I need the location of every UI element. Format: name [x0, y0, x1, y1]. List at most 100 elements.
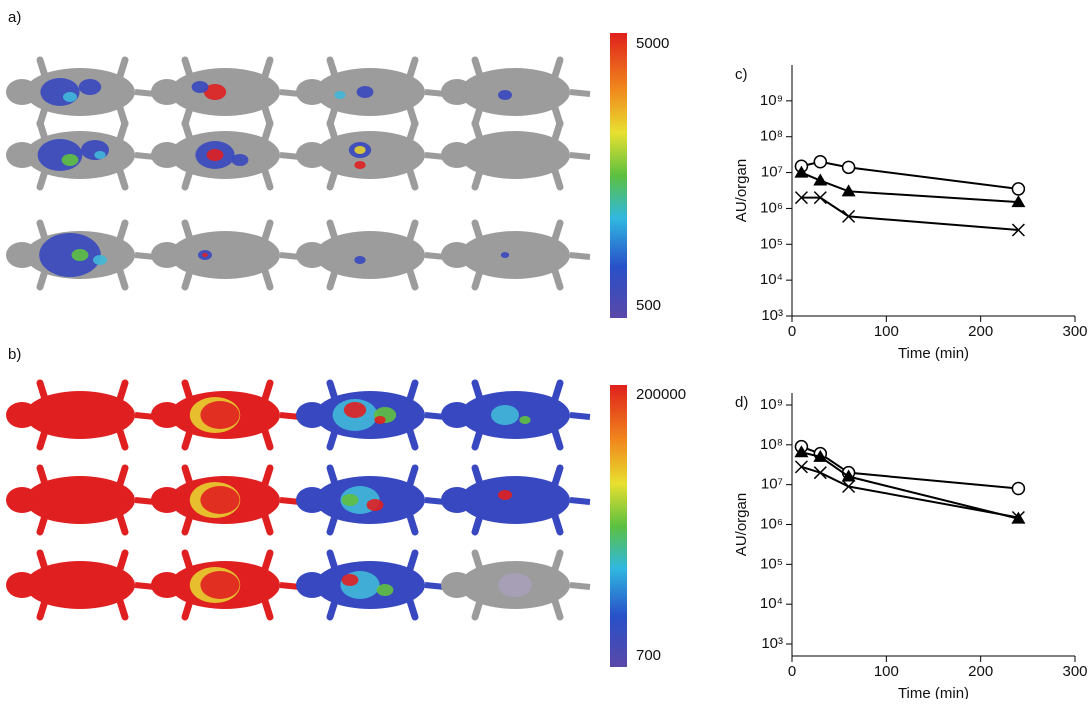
mouse-head [296, 402, 328, 428]
signal [519, 416, 530, 424]
mouse [151, 60, 300, 124]
panel-label: d) [735, 394, 748, 411]
mouse-head [441, 242, 473, 268]
marker [1012, 183, 1024, 195]
mouse [6, 553, 155, 617]
signal [40, 78, 79, 106]
mouse [296, 60, 445, 124]
colorbar [610, 33, 627, 318]
signal [377, 584, 394, 596]
signal [200, 486, 239, 514]
mouse [441, 123, 590, 187]
mouse-head [441, 79, 473, 105]
mouse-head [296, 487, 328, 513]
signal [354, 161, 365, 169]
signal [72, 249, 89, 261]
signal [62, 154, 79, 166]
mouse-head [296, 79, 328, 105]
marker [814, 467, 826, 479]
x-tick-label: 300 [1062, 663, 1087, 680]
signal [202, 253, 208, 257]
mouse-head [6, 487, 38, 513]
y-axis-label: AU/organ [733, 493, 750, 556]
mouse-head [151, 142, 183, 168]
mouse-body [170, 231, 280, 279]
mouse [296, 468, 445, 532]
signal [354, 256, 365, 264]
y-tick-label: 10⁵ [760, 555, 783, 572]
signal [55, 567, 105, 603]
y-tick-label: 10³ [761, 307, 783, 324]
mouse-body [460, 131, 570, 179]
mouse-body [460, 68, 570, 116]
panel-label: c) [735, 66, 748, 83]
marker [814, 156, 826, 168]
mouse-head [151, 242, 183, 268]
mouse [6, 223, 155, 287]
y-tick-label: 10⁹ [760, 92, 783, 109]
x-axis-label: Time (min) [898, 685, 969, 699]
mouse-head [6, 79, 38, 105]
mouse-head [441, 402, 473, 428]
x-tick-label: 200 [968, 663, 993, 680]
mouse [151, 553, 300, 617]
signal [498, 490, 512, 500]
x-axis-label: Time (min) [898, 345, 969, 362]
y-tick-label: 10⁴ [760, 271, 783, 288]
signal [342, 574, 359, 586]
signal [207, 149, 224, 161]
y-tick-label: 10⁹ [760, 396, 783, 413]
signal [334, 91, 345, 99]
mouse-head [441, 572, 473, 598]
colorbar [610, 385, 627, 667]
mouse-body [315, 231, 425, 279]
signal [501, 252, 509, 258]
signal [374, 416, 385, 424]
signal [342, 494, 359, 506]
y-axis-label: AU/organ [733, 159, 750, 222]
mouse-head [6, 402, 38, 428]
mouse [6, 468, 155, 532]
mouse-head [296, 142, 328, 168]
signal [63, 92, 77, 102]
y-tick-label: 10⁶ [760, 515, 783, 532]
mouse-tail [570, 92, 590, 94]
signal [491, 405, 519, 425]
line [801, 173, 1018, 203]
line [801, 198, 1018, 230]
mouse [6, 60, 155, 124]
x-tick-label: 0 [788, 323, 796, 340]
signal [94, 151, 105, 159]
mouse [296, 553, 445, 617]
signal [357, 86, 374, 98]
signal [498, 573, 532, 597]
mouse [441, 553, 590, 617]
mouse-tail [570, 585, 590, 587]
mouse-head [6, 242, 38, 268]
mouse [151, 383, 300, 447]
signal [354, 146, 365, 154]
signal [79, 79, 101, 95]
mouse-images [6, 60, 590, 617]
mouse [6, 123, 155, 187]
x-tick-label: 300 [1062, 323, 1087, 340]
page: a) b) 5000 500 200000 700 c)AU/organTime… [0, 0, 1089, 704]
panel-label: a) [8, 9, 21, 26]
mouse [296, 223, 445, 287]
marker [1012, 483, 1024, 495]
signal [232, 154, 249, 166]
mouse-head [296, 242, 328, 268]
y-tick-label: 10⁵ [760, 235, 783, 252]
signal [200, 401, 239, 429]
figure: a) b) 5000 500 200000 700 c)AU/organTime… [0, 0, 1089, 699]
y-tick-label: 10⁶ [760, 199, 783, 216]
charts: c) AU/organ Time (min) 10³ 10⁴ 10⁵ 10⁶ 10⁷ 10⁸ 10… [733, 65, 1088, 699]
mouse-tail [570, 255, 590, 257]
line [801, 447, 1018, 489]
mouse-head [151, 402, 183, 428]
x-tick-label: 200 [968, 323, 993, 340]
y-tick-label: 10⁸ [760, 436, 783, 453]
x-tick-label: 100 [874, 323, 899, 340]
y-tick-label: 10⁷ [761, 164, 783, 181]
mouse [151, 223, 300, 287]
